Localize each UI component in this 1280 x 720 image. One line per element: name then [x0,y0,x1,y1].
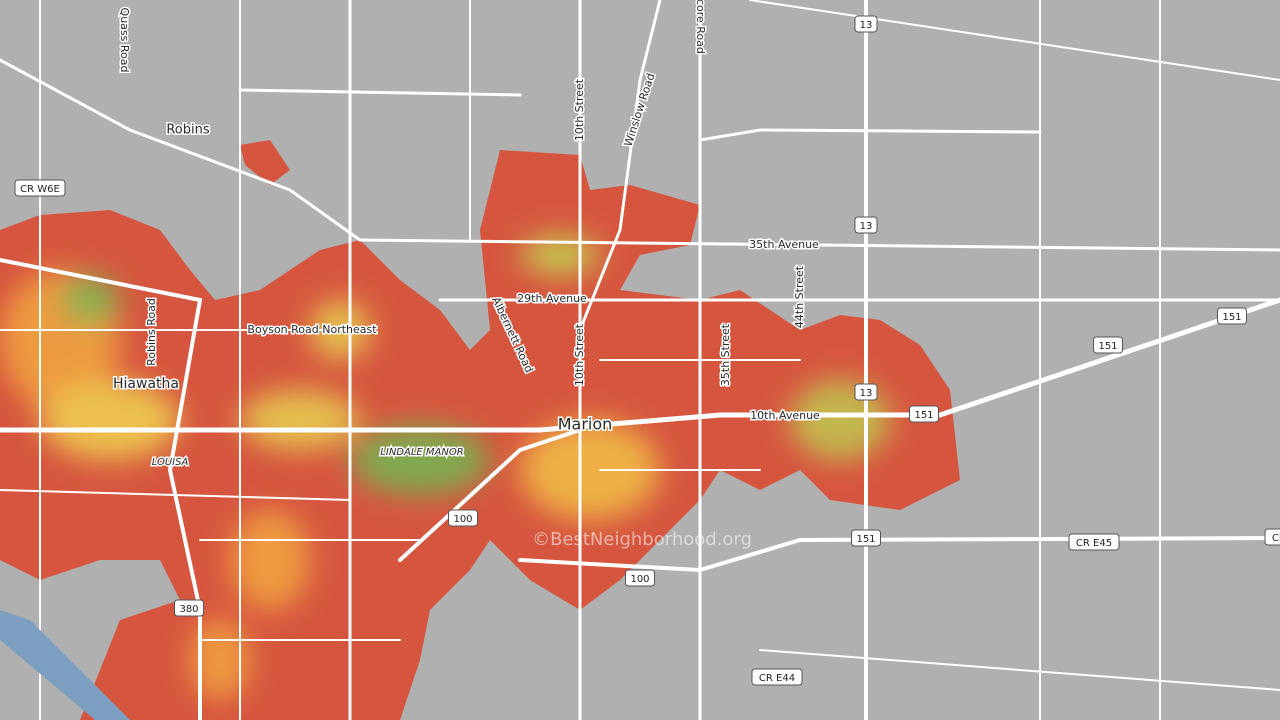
shield-box [14,179,66,197]
place-label: 29th Avenue [517,292,587,305]
shield-label: 100 [453,514,472,525]
place-label: 10th Street [573,78,586,141]
shield-label: 13 [860,221,873,232]
route-shield: 13 [854,216,878,234]
route-shield: CR E45 [1264,528,1280,546]
shield-box [751,668,803,686]
shield-label: 151 [1222,312,1241,323]
route-shield: 13 [854,15,878,33]
route-shield: 151 [909,405,939,423]
route-shield: 380 [174,599,204,617]
place-label: Boyson Road Northeast [247,323,377,336]
place-label: LOUISA [152,457,189,468]
shield-box [1068,533,1120,551]
place-label: Robins [166,123,210,138]
shield-box [854,383,878,401]
shield-label: CR W6E [20,184,60,195]
route-shield: 151 [1093,336,1123,354]
place-label: Robins Road [145,298,158,366]
shield-label: CR E45 [1076,538,1112,549]
place-label: 44th Street [793,265,806,328]
shield-box [854,216,878,234]
shield-label: 380 [179,604,198,615]
route-shield: 100 [448,509,478,527]
shield-box [625,569,655,587]
shield-label: 13 [860,20,873,31]
place-label: 35th Avenue [749,238,819,251]
route-shield: 13 [854,383,878,401]
shield-label: 151 [914,410,933,421]
shield-box [174,599,204,617]
place-label: Hiawatha [113,376,179,392]
place-label: Marion [558,415,613,434]
shield-box [851,529,881,547]
shield-label: 151 [1098,341,1117,352]
route-shield: CR W6E [14,179,66,197]
river [0,610,130,720]
shield-box [854,15,878,33]
shield-box [1217,307,1247,325]
shield-label: 100 [630,574,649,585]
place-label: Quass Road [118,8,131,73]
shield-box [1264,528,1280,546]
route-shield: CR E44 [751,668,803,686]
place-label: 10th Street [573,323,586,386]
watermark: ©BestNeighborhood.org [532,529,752,550]
shield-label: 13 [860,388,873,399]
shield-label: CR E44 [759,673,795,684]
shield-label: 151 [856,534,875,545]
shield-box [1093,336,1123,354]
shield-box [448,509,478,527]
shield-label: CR E45 [1272,533,1280,544]
place-label: 35th Street [719,323,732,386]
place-label: LINDALE MANOR [380,447,463,458]
place-label: Lucore Road [694,0,707,54]
shield-box [909,405,939,423]
route-shield: 151 [1217,307,1247,325]
route-shield: 100 [625,569,655,587]
route-shield: CR E45 [1068,533,1120,551]
route-shield: 151 [851,529,881,547]
place-label: 10th Avenue [750,409,820,422]
